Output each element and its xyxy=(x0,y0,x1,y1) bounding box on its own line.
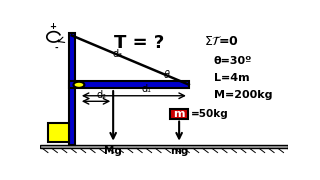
Bar xyxy=(68,82,189,88)
Text: d₃: d₃ xyxy=(113,49,123,59)
Text: +: + xyxy=(49,22,56,31)
Bar xyxy=(40,145,288,148)
Text: Mg: Mg xyxy=(104,146,122,156)
Circle shape xyxy=(74,82,84,88)
Text: m: m xyxy=(173,109,185,119)
Text: θ: θ xyxy=(164,70,170,80)
Bar xyxy=(48,123,69,142)
Text: θ=30º: θ=30º xyxy=(214,56,252,66)
Text: mg: mg xyxy=(170,146,188,156)
Bar xyxy=(170,109,188,119)
Text: =50kg: =50kg xyxy=(191,109,229,119)
Text: $\Sigma\mathcal{T}$=0: $\Sigma\mathcal{T}$=0 xyxy=(204,35,238,48)
Text: M=200kg: M=200kg xyxy=(214,89,272,100)
Text: T = ?: T = ? xyxy=(114,34,164,52)
Text: d₁: d₁ xyxy=(141,84,151,94)
Text: -: - xyxy=(54,44,58,53)
Text: d₂: d₂ xyxy=(96,90,106,100)
Text: L=4m: L=4m xyxy=(214,73,249,83)
Bar xyxy=(68,33,76,145)
